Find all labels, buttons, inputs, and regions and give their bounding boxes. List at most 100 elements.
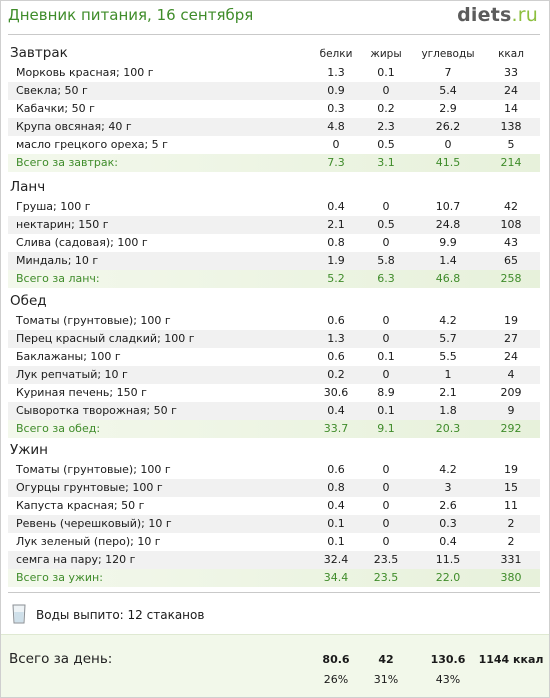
food-row: Миндаль; 10 г 1.9 5.8 1.4 65 xyxy=(8,252,540,270)
meal-total-row: Всего за ужин: 34.4 23.5 22.0 380 xyxy=(8,569,540,587)
value-carbs: 4.2 xyxy=(439,463,457,476)
food-row: нектарин; 150 г 2.1 0.5 24.8 108 xyxy=(8,216,540,234)
value-kcal: 2 xyxy=(507,535,515,548)
meal-title: Ужин xyxy=(10,442,48,458)
value-kcal: 33 xyxy=(504,66,518,79)
food-row: Куриная печень; 150 г 30.6 8.9 2.1 209 xyxy=(8,384,540,402)
food-name[interactable]: Томаты (грунтовые); 100 г xyxy=(16,463,171,476)
header-divider xyxy=(8,34,540,35)
value-fat: 8.9 xyxy=(377,386,395,399)
food-name[interactable]: семга на пару; 120 г xyxy=(16,553,136,566)
value-carbs: 3 xyxy=(444,481,452,494)
food-row: Огурцы грунтовые; 100 г 0.8 0 3 15 xyxy=(8,479,540,497)
value-fat: 9.1 xyxy=(377,422,395,435)
food-name[interactable]: Капуста красная; 50 г xyxy=(16,499,145,512)
value-fat: 3.1 xyxy=(377,156,395,169)
food-name[interactable]: Лук зеленый (перо); 10 г xyxy=(16,535,161,548)
water-divider xyxy=(8,592,540,593)
food-name[interactable]: Свекла; 50 г xyxy=(16,84,88,97)
value-kcal: 15 xyxy=(504,481,518,494)
food-name[interactable]: Морковь красная; 100 г xyxy=(16,66,154,79)
meal-total-row: Всего за ланч: 5.2 6.3 46.8 258 xyxy=(8,270,540,288)
value-protein: 0.4 xyxy=(327,200,345,213)
value-fat: 0.1 xyxy=(377,66,395,79)
food-name[interactable]: Миндаль; 10 г xyxy=(16,254,99,267)
value-kcal: 19 xyxy=(504,463,518,476)
value-fat: 0 xyxy=(382,517,390,530)
food-name[interactable]: Огурцы грунтовые; 100 г xyxy=(16,481,163,494)
food-row: Ревень (черешковый); 10 г 0.1 0 0.3 2 xyxy=(8,515,540,533)
food-name[interactable]: Кабачки; 50 г xyxy=(16,102,95,115)
food-name[interactable]: Груша; 100 г xyxy=(16,200,91,213)
day-kcal: 1144 ккал xyxy=(478,653,544,666)
food-name[interactable]: Ревень (черешковый); 10 г xyxy=(16,517,172,530)
value-fat: 0.5 xyxy=(377,218,395,231)
food-name[interactable]: Сыворотка творожная; 50 г xyxy=(16,404,177,417)
value-protein: 0.4 xyxy=(327,499,345,512)
food-row: Слива (садовая); 100 г 0.8 0 9.9 43 xyxy=(8,234,540,252)
value-carbs: 5.4 xyxy=(439,84,457,97)
food-row: Кабачки; 50 г 0.3 0.2 2.9 14 xyxy=(8,100,540,118)
page-header: Дневник питания, 16 сентября diets.ru xyxy=(8,4,540,28)
meal-header: Ужин xyxy=(8,441,540,461)
food-name[interactable]: Крупа овсяная; 40 г xyxy=(16,120,132,133)
value-kcal: 214 xyxy=(500,156,522,169)
food-name[interactable]: Куриная печень; 150 г xyxy=(16,386,147,399)
value-protein: 1.9 xyxy=(327,254,345,267)
day-total-label: Всего за день: xyxy=(9,651,113,667)
value-carbs: 1.8 xyxy=(439,404,457,417)
column-header-protein: белки xyxy=(319,48,353,60)
value-protein: 0.8 xyxy=(327,481,345,494)
value-kcal: 24 xyxy=(504,350,518,363)
value-kcal: 27 xyxy=(504,332,518,345)
day-fat: 42 xyxy=(378,653,394,666)
value-fat: 23.5 xyxy=(373,571,399,584)
food-name[interactable]: Слива (садовая); 100 г xyxy=(16,236,148,249)
food-row: Томаты (грунтовые); 100 г 0.6 0 4.2 19 xyxy=(8,461,540,479)
water-label: Воды выпито: 12 стаканов xyxy=(36,608,205,622)
value-fat: 0 xyxy=(382,481,390,494)
value-protein: 5.2 xyxy=(327,272,345,285)
water-summary: Воды выпито: 12 стаканов xyxy=(12,604,312,626)
value-fat: 0 xyxy=(382,368,390,381)
food-name[interactable]: Лук репчатый; 10 г xyxy=(16,368,128,381)
food-row: Томаты (грунтовые); 100 г 0.6 0 4.2 19 xyxy=(8,312,540,330)
food-name[interactable]: нектарин; 150 г xyxy=(16,218,109,231)
value-protein: 7.3 xyxy=(327,156,345,169)
value-carbs: 7 xyxy=(444,66,452,79)
column-header-kcal: ккал xyxy=(498,48,524,60)
food-name[interactable]: Томаты (грунтовые); 100 г xyxy=(16,314,171,327)
site-logo[interactable]: diets.ru xyxy=(457,4,538,26)
column-header-carbs: углеводы xyxy=(421,48,475,60)
food-row: Перец красный сладкий; 100 г 1.3 0 5.7 27 xyxy=(8,330,540,348)
day-fat-percent: 31% xyxy=(373,673,399,686)
value-kcal: 65 xyxy=(504,254,518,267)
value-protein: 1.3 xyxy=(327,332,345,345)
value-kcal: 42 xyxy=(504,200,518,213)
value-kcal: 2 xyxy=(507,517,515,530)
meal-header: Обед xyxy=(8,292,540,312)
meal-total-label: Всего за ланч: xyxy=(16,272,100,285)
value-protein: 0.6 xyxy=(327,463,345,476)
value-carbs: 1 xyxy=(444,368,452,381)
value-protein: 0.6 xyxy=(327,314,345,327)
meal-section: Обед Томаты (грунтовые); 100 г 0.6 0 4.2 19 Пе… xyxy=(8,292,540,438)
meal-total-row: Всего за завтрак: 7.3 3.1 41.5 214 xyxy=(8,154,540,172)
value-fat: 0.1 xyxy=(377,350,395,363)
food-row: Капуста красная; 50 г 0.4 0 2.6 11 xyxy=(8,497,540,515)
value-kcal: 292 xyxy=(500,422,522,435)
value-fat: 0 xyxy=(382,236,390,249)
value-fat: 0.1 xyxy=(377,404,395,417)
value-protein: 0.1 xyxy=(327,517,345,530)
food-row: Свекла; 50 г 0.9 0 5.4 24 xyxy=(8,82,540,100)
value-carbs: 10.7 xyxy=(435,200,461,213)
day-protein-percent: 26% xyxy=(323,673,349,686)
food-name[interactable]: Баклажаны; 100 г xyxy=(16,350,121,363)
value-kcal: 258 xyxy=(500,272,522,285)
food-name[interactable]: Перец красный сладкий; 100 г xyxy=(16,332,195,345)
meal-total-row: Всего за обед: 33.7 9.1 20.3 292 xyxy=(8,420,540,438)
food-name[interactable]: масло грецкого ореха; 5 г xyxy=(16,138,168,151)
value-fat: 2.3 xyxy=(377,120,395,133)
value-kcal: 11 xyxy=(504,499,518,512)
value-carbs: 11.5 xyxy=(435,553,461,566)
